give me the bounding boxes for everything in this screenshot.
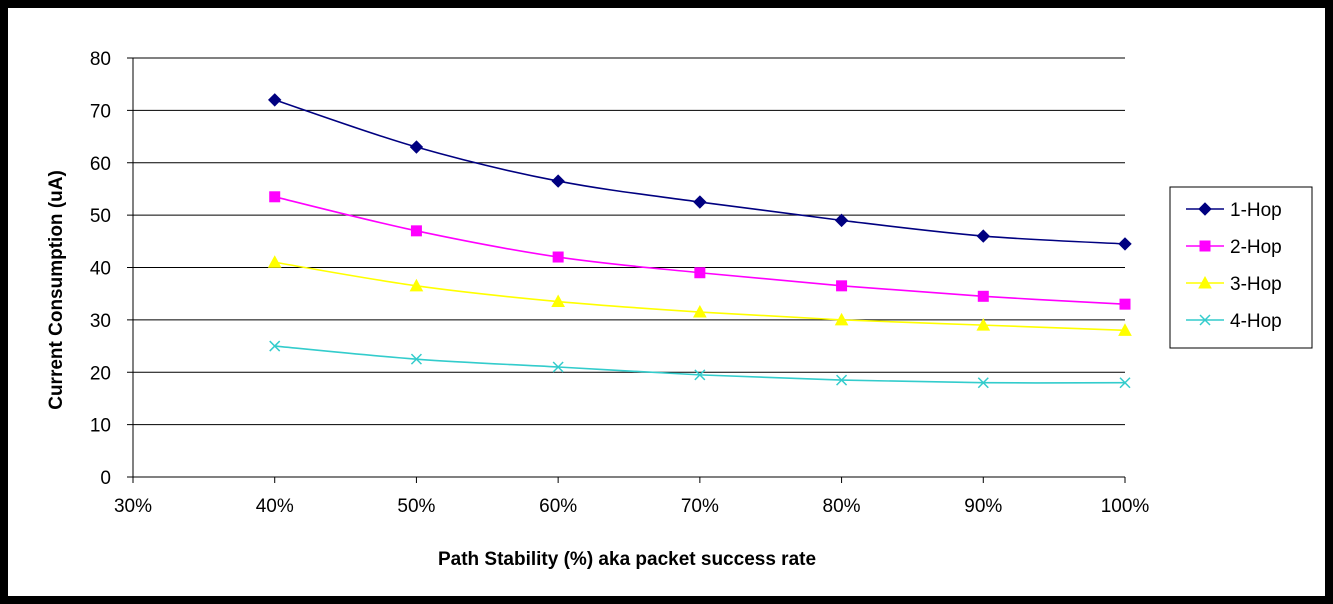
x-tick-label: 60% — [539, 496, 577, 517]
y-tick-label: 60 — [90, 154, 111, 175]
data-point-1-Hop-50% — [409, 140, 424, 154]
data-point-2-Hop-60% — [552, 251, 564, 263]
y-tick-label: 20 — [90, 363, 111, 384]
data-point-4-Hop-50% — [410, 353, 422, 365]
x-tick-label: 90% — [964, 496, 1002, 517]
data-point-4-Hop-40% — [269, 340, 281, 352]
data-point-2-Hop-70% — [694, 267, 706, 279]
y-tick-label: 50 — [90, 206, 111, 227]
series-1-Hop — [268, 93, 1132, 251]
legend-label: 1-Hop — [1230, 200, 1282, 221]
data-point-1-Hop-90% — [976, 229, 990, 243]
y-tick-label: 70 — [90, 101, 111, 122]
y-tick-label: 80 — [90, 49, 111, 70]
data-point-2-Hop-90% — [977, 290, 989, 302]
data-point-3-Hop-60% — [551, 294, 565, 308]
data-point-1-Hop-70% — [693, 195, 707, 209]
legend-label: 3-Hop — [1230, 274, 1282, 295]
x-tick-label: 100% — [1101, 496, 1150, 517]
legend-item-3-Hop: 3-Hop — [1186, 274, 1282, 295]
legend-swatch-marker — [1199, 314, 1211, 326]
gridlines — [133, 57, 1125, 426]
legend-swatch-marker — [1198, 275, 1212, 289]
data-point-3-Hop-40% — [267, 255, 282, 268]
y-tick-label: 40 — [90, 259, 111, 280]
x-tick-label: 40% — [256, 496, 294, 517]
data-point-1-Hop-100% — [1118, 237, 1132, 251]
y-tick-label: 10 — [90, 416, 111, 437]
series-4-Hop — [269, 340, 1131, 389]
series-line-2-Hop — [274, 196, 1126, 305]
series-3-Hop — [267, 255, 1132, 336]
data-point-1-Hop-80% — [834, 213, 849, 228]
data-point-4-Hop-70% — [694, 369, 706, 381]
y-tick-label: 30 — [90, 311, 111, 332]
data-point-2-Hop-40% — [269, 191, 281, 203]
data-point-2-Hop-50% — [410, 225, 422, 237]
data-point-1-Hop-40% — [268, 93, 282, 107]
x-tick-label: 80% — [823, 496, 861, 517]
legend-label: 4-Hop — [1230, 311, 1282, 332]
data-point-4-Hop-90% — [977, 377, 989, 389]
data-point-4-Hop-100% — [1119, 377, 1131, 389]
data-point-3-Hop-70% — [693, 304, 707, 318]
chart-frame — [8, 8, 1325, 596]
data-point-1-Hop-60% — [551, 174, 565, 188]
series-line-1-Hop — [274, 99, 1126, 245]
data-point-4-Hop-80% — [836, 374, 848, 386]
data-point-3-Hop-50% — [409, 278, 424, 292]
legend-label: 2-Hop — [1230, 237, 1282, 258]
data-point-4-Hop-60% — [552, 361, 564, 373]
y-tick-labels: 0 10 20 30 40 50 60 70 80 — [90, 49, 133, 489]
x-tick-label: 70% — [681, 496, 719, 517]
legend-swatch-marker — [1199, 240, 1211, 252]
legend-item-4-Hop: 4-Hop — [1186, 311, 1282, 332]
x-tick-label: 30% — [114, 496, 152, 517]
legend-items: 1-Hop 2-Hop 3-Hop 4-Hop — [1186, 200, 1282, 332]
data-point-2-Hop-80% — [836, 280, 848, 292]
x-tick-label: 50% — [397, 496, 435, 517]
data-point-2-Hop-100% — [1119, 298, 1131, 310]
y-tick-label: 0 — [100, 468, 111, 489]
series-2-Hop — [269, 191, 1131, 310]
legend-item-2-Hop: 2-Hop — [1186, 237, 1282, 258]
legend-swatch-marker — [1198, 202, 1212, 216]
data-point-3-Hop-80% — [834, 312, 849, 326]
x-tick-labels: 30% 40% 50% 60% 70% 80% 90% 100% — [114, 477, 1149, 517]
data-point-3-Hop-90% — [976, 318, 991, 331]
y-axis-title: Current Consumption (uA) — [46, 170, 67, 410]
series-line-4-Hop — [274, 345, 1126, 384]
series — [267, 93, 1132, 389]
legend: 1-Hop 2-Hop 3-Hop 4-Hop — [1169, 186, 1313, 349]
x-axis-title: Path Stability (%) aka packet success ra… — [438, 549, 816, 570]
legend-box — [1169, 186, 1313, 349]
data-point-3-Hop-100% — [1118, 323, 1132, 336]
legend-item-1-Hop: 1-Hop — [1186, 200, 1282, 221]
